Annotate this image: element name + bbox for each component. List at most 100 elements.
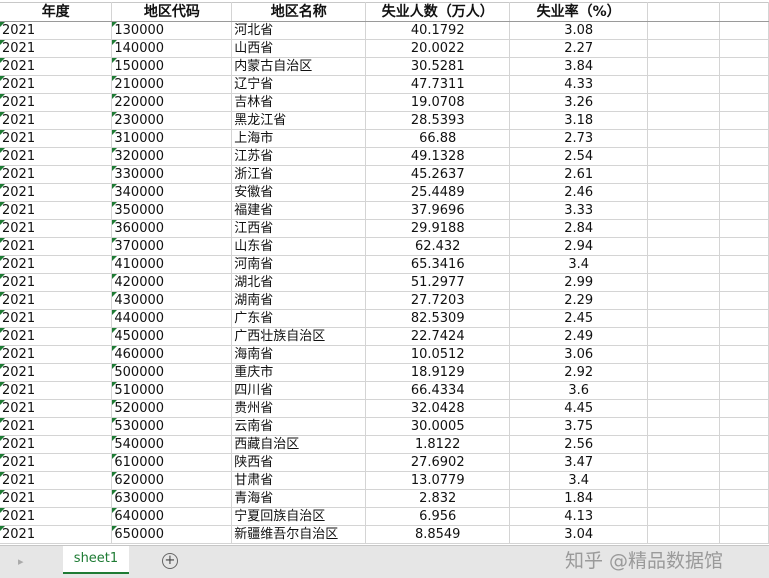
- cell[interactable]: 2021: [0, 57, 113, 76]
- cell[interactable]: 27.6902: [365, 453, 511, 472]
- cell[interactable]: 22.7424: [365, 327, 511, 346]
- cell[interactable]: 西藏自治区: [231, 435, 367, 454]
- cell[interactable]: 2021: [0, 165, 113, 184]
- empty-cell[interactable]: [719, 327, 769, 346]
- empty-cell[interactable]: [719, 525, 769, 544]
- empty-cell[interactable]: [647, 291, 721, 310]
- empty-cell[interactable]: [647, 75, 721, 94]
- cell[interactable]: 2.832: [365, 489, 511, 508]
- empty-cell[interactable]: [647, 381, 721, 400]
- cell[interactable]: 2021: [0, 381, 113, 400]
- empty-cell[interactable]: [647, 39, 721, 58]
- empty-cell[interactable]: [647, 219, 721, 238]
- cell[interactable]: 230000: [111, 111, 233, 130]
- empty-cell[interactable]: [719, 201, 769, 220]
- cell[interactable]: 2021: [0, 291, 113, 310]
- cell[interactable]: 陕西省: [231, 453, 367, 472]
- cell[interactable]: 8.8549: [365, 525, 511, 544]
- cell[interactable]: 2021: [0, 129, 113, 148]
- cell[interactable]: 3.26: [509, 93, 649, 112]
- cell[interactable]: 2021: [0, 435, 113, 454]
- cell[interactable]: 2021: [0, 183, 113, 202]
- cell[interactable]: 3.4: [509, 255, 649, 274]
- column-header[interactable]: 失业率（%）: [509, 2, 649, 22]
- cell[interactable]: 49.1328: [365, 147, 511, 166]
- cell[interactable]: 430000: [111, 291, 233, 310]
- cell[interactable]: 27.7203: [365, 291, 511, 310]
- cell[interactable]: 广西壮族自治区: [231, 327, 367, 346]
- cell[interactable]: 4.13: [509, 507, 649, 526]
- cell[interactable]: 2.46: [509, 183, 649, 202]
- empty-cell[interactable]: [647, 183, 721, 202]
- cell[interactable]: 2021: [0, 201, 113, 220]
- cell[interactable]: 江西省: [231, 219, 367, 238]
- empty-cell[interactable]: [647, 327, 721, 346]
- cell[interactable]: 40.1792: [365, 21, 511, 40]
- cell[interactable]: 2.92: [509, 363, 649, 382]
- cell[interactable]: 吉林省: [231, 93, 367, 112]
- empty-cell[interactable]: [647, 525, 721, 544]
- cell[interactable]: 3.04: [509, 525, 649, 544]
- empty-cell[interactable]: [719, 399, 769, 418]
- cell[interactable]: 30.5281: [365, 57, 511, 76]
- cell[interactable]: 3.47: [509, 453, 649, 472]
- cell[interactable]: 内蒙古自治区: [231, 57, 367, 76]
- cell[interactable]: 重庆市: [231, 363, 367, 382]
- empty-cell[interactable]: [719, 273, 769, 292]
- column-header[interactable]: 地区代码: [111, 2, 233, 22]
- cell[interactable]: 云南省: [231, 417, 367, 436]
- sheet-tab-sheet1[interactable]: sheet1: [63, 546, 129, 574]
- cell[interactable]: 辽宁省: [231, 75, 367, 94]
- cell[interactable]: 2021: [0, 471, 113, 490]
- cell[interactable]: 青海省: [231, 489, 367, 508]
- cell[interactable]: 2021: [0, 363, 113, 382]
- cell[interactable]: 140000: [111, 39, 233, 58]
- empty-cell[interactable]: [647, 93, 721, 112]
- cell[interactable]: 20.0022: [365, 39, 511, 58]
- cell[interactable]: 山西省: [231, 39, 367, 58]
- cell[interactable]: 2.45: [509, 309, 649, 328]
- cell[interactable]: 广东省: [231, 309, 367, 328]
- cell[interactable]: 2.84: [509, 219, 649, 238]
- cell[interactable]: 370000: [111, 237, 233, 256]
- empty-cell[interactable]: [647, 507, 721, 526]
- cell[interactable]: 2021: [0, 255, 113, 274]
- cell[interactable]: 2021: [0, 75, 113, 94]
- cell[interactable]: 2.61: [509, 165, 649, 184]
- cell[interactable]: 66.4334: [365, 381, 511, 400]
- cell[interactable]: 19.0708: [365, 93, 511, 112]
- empty-cell[interactable]: [647, 255, 721, 274]
- cell[interactable]: 2.49: [509, 327, 649, 346]
- empty-cell[interactable]: [719, 309, 769, 328]
- cell[interactable]: 2.56: [509, 435, 649, 454]
- cell[interactable]: 2021: [0, 93, 113, 112]
- cell[interactable]: 3.18: [509, 111, 649, 130]
- cell[interactable]: 四川省: [231, 381, 367, 400]
- cell[interactable]: 2021: [0, 39, 113, 58]
- cell[interactable]: 340000: [111, 183, 233, 202]
- cell[interactable]: 海南省: [231, 345, 367, 364]
- empty-cell[interactable]: [647, 21, 721, 40]
- column-header[interactable]: 地区名称: [231, 2, 367, 22]
- cell[interactable]: 4.45: [509, 399, 649, 418]
- empty-cell[interactable]: [719, 2, 769, 22]
- empty-cell[interactable]: [719, 111, 769, 130]
- cell[interactable]: 2021: [0, 21, 113, 40]
- cell[interactable]: 82.5309: [365, 309, 511, 328]
- empty-cell[interactable]: [719, 363, 769, 382]
- cell[interactable]: 2.94: [509, 237, 649, 256]
- plus-circle-icon[interactable]: +: [162, 553, 178, 569]
- cell[interactable]: 1.8122: [365, 435, 511, 454]
- cell[interactable]: 62.432: [365, 237, 511, 256]
- empty-cell[interactable]: [719, 453, 769, 472]
- empty-cell[interactable]: [647, 201, 721, 220]
- cell[interactable]: 30.0005: [365, 417, 511, 436]
- empty-cell[interactable]: [647, 237, 721, 256]
- cell[interactable]: 2021: [0, 327, 113, 346]
- cell[interactable]: 460000: [111, 345, 233, 364]
- empty-cell[interactable]: [647, 57, 721, 76]
- cell[interactable]: 河南省: [231, 255, 367, 274]
- cell[interactable]: 540000: [111, 435, 233, 454]
- empty-cell[interactable]: [647, 309, 721, 328]
- cell[interactable]: 330000: [111, 165, 233, 184]
